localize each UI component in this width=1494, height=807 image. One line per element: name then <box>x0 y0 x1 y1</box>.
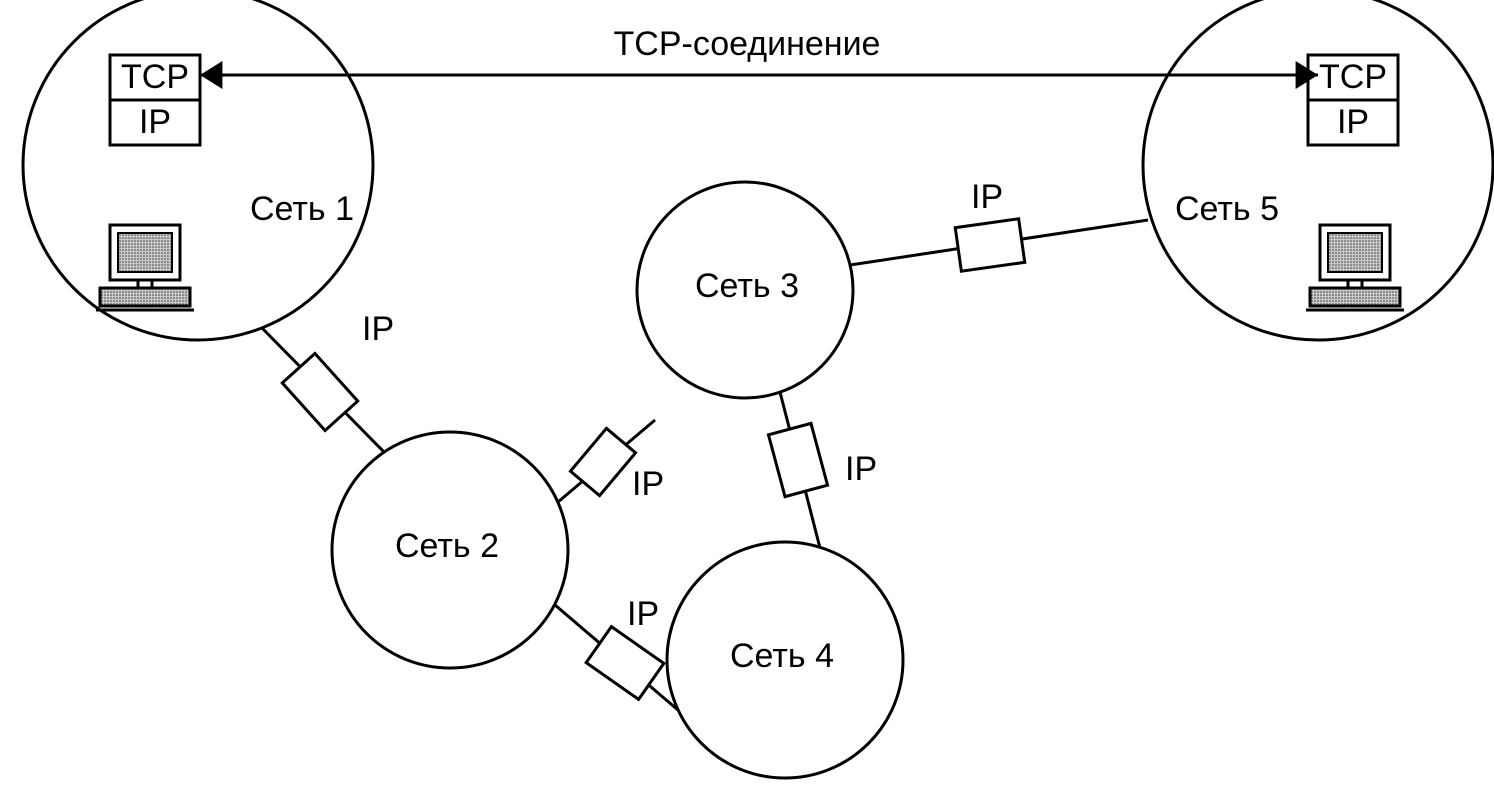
computer-icon <box>96 225 194 310</box>
router-icon <box>282 353 358 430</box>
stack-ip-label: IP <box>1337 103 1369 141</box>
nodes: TCP IP Сеть 1 TCP IP Сеть 5 Сеть 2 Сеть 3 Сеть 4 <box>23 0 1493 778</box>
edge-label: IP <box>632 465 664 503</box>
node-net5: TCP IP Сеть 5 <box>1143 0 1493 340</box>
node-net1: TCP IP Сеть 1 <box>23 0 373 340</box>
edge-net3-net5: IP <box>850 178 1148 271</box>
node-label: Сеть 5 <box>1175 190 1279 228</box>
router-icon <box>768 423 827 496</box>
node-label: Сеть 4 <box>730 637 834 675</box>
tcp-connection: TCP-соединение <box>200 25 1318 89</box>
stack-tcp-label: TCP <box>121 58 189 96</box>
edge-net2-net3: IP <box>558 420 664 503</box>
stack-ip-label: IP <box>139 103 171 141</box>
node-net3: Сеть 3 <box>637 182 853 398</box>
node-label: Сеть 1 <box>250 190 354 228</box>
edge-label: IP <box>362 310 394 348</box>
tcp-connection-label: TCP-соединение <box>614 25 881 63</box>
node-net2: Сеть 2 <box>332 432 568 668</box>
router-icon <box>570 428 635 495</box>
node-net4: Сеть 4 <box>667 542 903 778</box>
node-label: Сеть 3 <box>695 267 799 305</box>
router-icon <box>955 219 1025 271</box>
edge-net2-net4: IP <box>555 595 678 710</box>
edge-label: IP <box>971 178 1003 216</box>
computer-icon <box>1306 225 1404 310</box>
edge-net1-net2: IP <box>262 310 394 453</box>
edge-label: IP <box>845 450 877 488</box>
network-diagram: IP IP IP IP IP TCP IP Сеть 1 TCP IP Сеть 5 Сеть 2 С… <box>0 0 1494 807</box>
stack-tcp-label: TCP <box>1319 58 1387 96</box>
node-label: Сеть 2 <box>395 527 499 565</box>
edge-label: IP <box>627 595 659 633</box>
edge-net3-net4: IP <box>768 392 877 548</box>
